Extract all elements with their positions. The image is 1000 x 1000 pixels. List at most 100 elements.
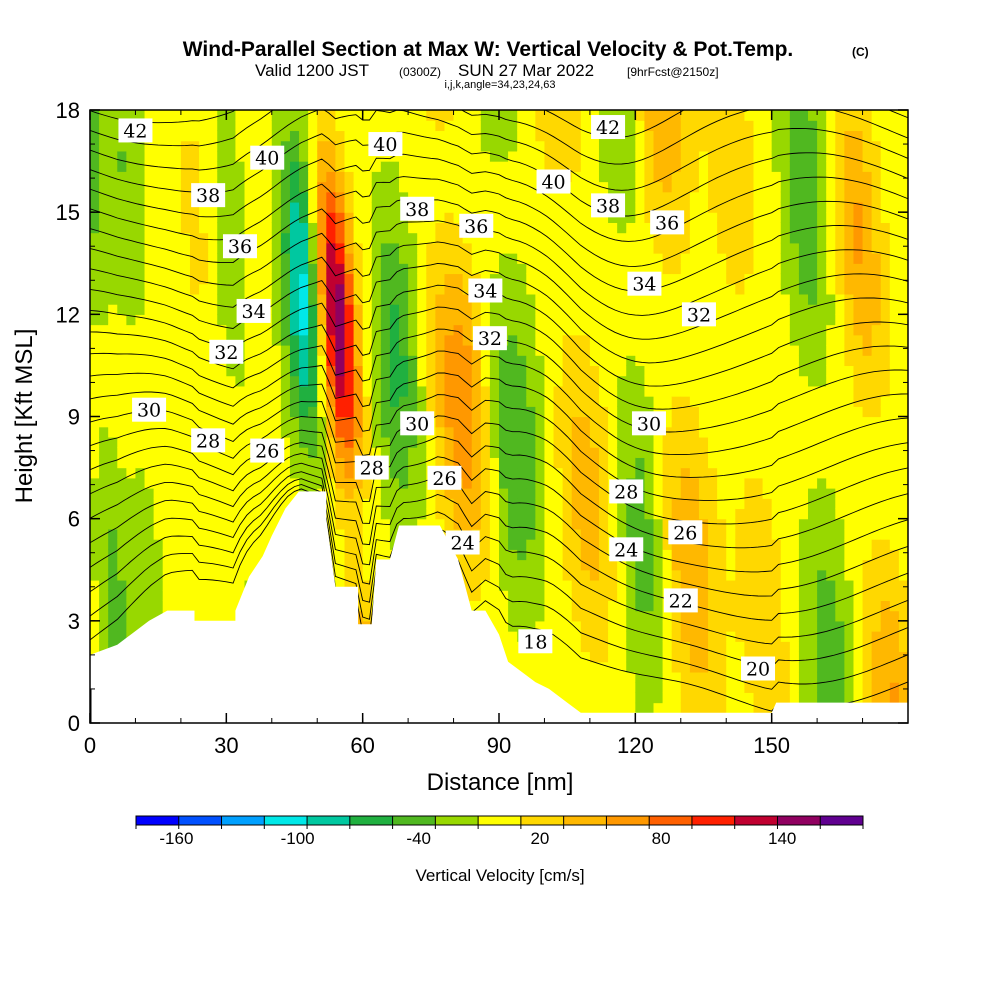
velocity-cell: [126, 242, 137, 254]
velocity-cell: [326, 283, 336, 295]
velocity-cell: [235, 212, 246, 223]
velocity-cell: [208, 171, 218, 183]
velocity-cell: [280, 263, 291, 275]
velocity-cell: [735, 150, 745, 162]
velocity-cell: [508, 528, 518, 540]
velocity-cell: [608, 344, 618, 356]
velocity-cell: [235, 579, 246, 591]
velocity-cell: [371, 304, 382, 315]
velocity-cell: [544, 120, 555, 132]
velocity-cell: [335, 120, 346, 132]
velocity-cell: [489, 406, 500, 418]
velocity-cell: [289, 304, 300, 315]
velocity-cell: [126, 396, 137, 407]
velocity-cell: [817, 201, 827, 213]
velocity-cell: [508, 579, 518, 591]
velocity-cell: [598, 508, 609, 520]
velocity-cell: [90, 518, 100, 530]
velocity-cell: [698, 661, 709, 673]
velocity-cell: [117, 263, 127, 275]
velocity-cell: [626, 161, 636, 172]
velocity-cell: [826, 191, 836, 203]
velocity-cell: [644, 171, 655, 183]
velocity-cell: [808, 447, 818, 458]
velocity-cell: [808, 140, 818, 152]
velocity-cell: [362, 579, 373, 591]
velocity-cell: [644, 293, 655, 305]
velocity-cell: [562, 671, 573, 683]
velocity-cell: [771, 191, 782, 203]
velocity-cell: [635, 263, 646, 275]
velocity-cell: [808, 651, 818, 663]
velocity-cell: [762, 283, 773, 295]
velocity-cell: [535, 120, 546, 132]
velocity-cell: [553, 324, 564, 336]
velocity-cell: [780, 620, 791, 632]
velocity-cell: [689, 181, 700, 193]
velocity-cell: [653, 120, 664, 132]
velocity-cell: [744, 355, 755, 367]
velocity-cell: [153, 416, 164, 428]
velocity-cell: [635, 610, 646, 622]
velocity-cell: [562, 263, 573, 275]
velocity-cell: [462, 110, 473, 121]
velocity-cell: [798, 498, 809, 510]
velocity-cell: [835, 181, 845, 193]
velocity-cell: [526, 457, 536, 469]
velocity-cell: [408, 375, 418, 387]
velocity-cell: [280, 447, 291, 458]
velocity-cell: [399, 161, 409, 172]
velocity-cell: [653, 488, 664, 499]
velocity-cell: [589, 467, 600, 479]
velocity-cell: [153, 569, 164, 581]
velocity-cell: [399, 242, 409, 254]
velocity-cell: [99, 253, 109, 264]
velocity-cell: [671, 396, 682, 407]
velocity-cell: [744, 447, 755, 458]
velocity-cell: [553, 610, 564, 622]
velocity-cell: [644, 263, 655, 275]
velocity-cell: [108, 528, 118, 540]
velocity-cell: [508, 396, 518, 407]
velocity-cell: [553, 161, 564, 172]
velocity-cell: [299, 365, 309, 377]
velocity-cell: [517, 171, 527, 183]
velocity-cell: [462, 518, 473, 530]
velocity-cell: [480, 365, 491, 377]
velocity-cell: [226, 396, 237, 407]
velocity-cell: [580, 702, 591, 714]
velocity-cell: [826, 181, 836, 193]
velocity-cell: [471, 508, 482, 520]
velocity-cell: [153, 488, 164, 499]
velocity-cell: [744, 477, 755, 489]
velocity-cell: [735, 334, 745, 346]
velocity-cell: [408, 355, 418, 367]
velocity-cell: [262, 120, 273, 132]
velocity-cell: [835, 620, 845, 632]
velocity-cell: [353, 365, 364, 377]
velocity-cell: [389, 528, 400, 540]
velocity-cell: [517, 528, 527, 540]
velocity-cell: [535, 457, 546, 469]
velocity-cell: [789, 201, 800, 213]
velocity-cell: [789, 508, 800, 520]
velocity-cell: [626, 150, 636, 162]
velocity-cell: [144, 283, 155, 295]
velocity-cell: [126, 406, 137, 418]
velocity-cell: [135, 314, 146, 326]
velocity-cell: [153, 498, 164, 510]
velocity-cell: [608, 600, 618, 612]
velocity-cell: [780, 222, 791, 234]
velocity-cell: [271, 232, 282, 244]
velocity-cell: [571, 447, 582, 458]
velocity-cell: [253, 130, 264, 142]
velocity-cell: [426, 130, 436, 142]
velocity-cell: [753, 620, 764, 632]
velocity-cell: [571, 416, 582, 428]
velocity-cell: [571, 324, 582, 336]
velocity-cell: [671, 201, 682, 213]
velocity-cell: [680, 641, 691, 653]
velocity-cell: [417, 171, 427, 183]
velocity-cell: [526, 385, 536, 397]
velocity-cell: [771, 375, 782, 387]
